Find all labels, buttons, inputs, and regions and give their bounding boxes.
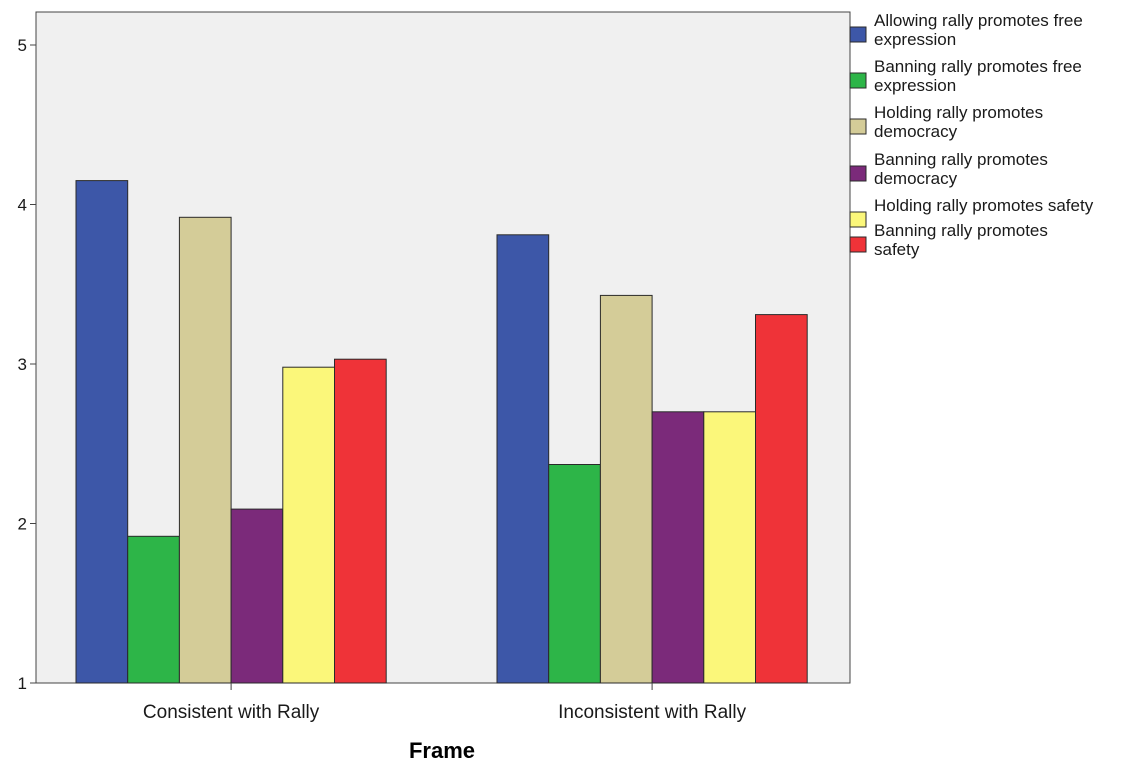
x-tick-label: Consistent with Rally (143, 702, 320, 723)
legend-swatch (849, 26, 867, 43)
bar (599, 294, 653, 684)
y-tick-label: 2 (18, 515, 27, 534)
bar (127, 535, 180, 684)
bar (334, 358, 387, 684)
x-axis: Consistent with Rally Inconsistent with R… (143, 683, 747, 723)
legend-swatch (849, 236, 867, 253)
legend-swatch (849, 118, 867, 135)
bar (178, 216, 232, 684)
legend-label: expression (874, 76, 956, 95)
bar (230, 508, 284, 684)
bar (755, 314, 808, 684)
bars (75, 180, 808, 684)
legend-label: Banning rally promotes free (874, 57, 1082, 76)
y-tick-label: 5 (18, 36, 27, 55)
y-tick-label: 1 (18, 674, 27, 693)
bar (651, 411, 705, 684)
x-axis-title: Frame (409, 738, 475, 762)
y-tick-label: 3 (18, 355, 27, 374)
bar (282, 366, 335, 684)
legend: Allowing rally promotes freeexpressionBa… (849, 11, 1094, 259)
legend-label: democracy (874, 122, 958, 141)
legend-label: Holding rally promotes (874, 103, 1043, 122)
legend-swatch (849, 72, 867, 89)
legend-label: Holding rally promotes safety (874, 196, 1094, 215)
bar (496, 234, 550, 684)
bar (703, 411, 756, 684)
legend-label: Banning rally promotes (874, 150, 1048, 169)
legend-swatch (849, 211, 867, 228)
y-axis: 1 2 3 4 5 (18, 36, 36, 693)
x-tick-label: Inconsistent with Rally (558, 702, 746, 723)
legend-label: expression (874, 30, 956, 49)
legend-label: democracy (874, 169, 958, 188)
legend-label: safety (874, 240, 920, 259)
legend-label: Banning rally promotes (874, 221, 1048, 240)
legend-label: Allowing rally promotes free (874, 11, 1083, 30)
bar (75, 180, 129, 684)
legend-swatch (849, 165, 867, 182)
y-tick-label: 4 (18, 196, 27, 215)
bar (548, 464, 601, 684)
